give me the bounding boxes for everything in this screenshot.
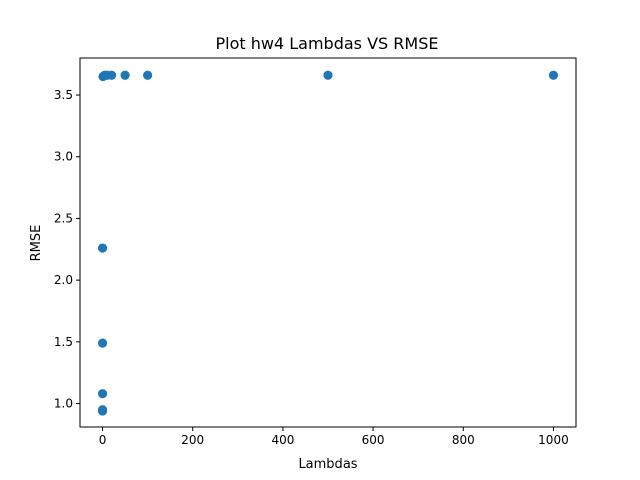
y-tick-label: 1.0 <box>54 397 73 411</box>
data-point <box>97 338 108 348</box>
points-layer <box>97 70 559 416</box>
x-tick-label: 800 <box>452 433 475 447</box>
x-tick-label: 200 <box>181 433 204 447</box>
data-point <box>106 70 117 80</box>
data-point <box>323 70 333 80</box>
plot-frame <box>79 57 577 428</box>
data-point <box>143 70 153 80</box>
data-point <box>548 70 559 80</box>
y-tick-label: 3.0 <box>54 150 73 164</box>
data-point <box>120 70 130 80</box>
x-axis-ticks: 0 200 400 600 800 1000 <box>99 427 569 447</box>
data-point <box>97 405 108 415</box>
x-axis-label: Lambdas <box>298 457 357 472</box>
x-tick-label: 1000 <box>538 433 569 447</box>
y-axis-ticks: 1.0 1.5 2.0 2.5 3.0 3.5 <box>54 88 80 411</box>
y-axis-label: RMSE <box>29 225 44 262</box>
x-tick-label: 600 <box>362 433 385 447</box>
x-tick-label: 0 <box>99 433 107 447</box>
y-tick-label: 3.5 <box>54 88 73 102</box>
chart-title: Plot hw4 Lambdas VS RMSE <box>216 34 439 53</box>
y-tick-label: 2.5 <box>54 211 73 225</box>
data-point <box>97 243 108 253</box>
y-tick-label: 1.5 <box>54 335 73 349</box>
data-point <box>97 389 108 399</box>
x-tick-label: 400 <box>271 433 294 447</box>
y-tick-label: 2.0 <box>54 273 73 287</box>
